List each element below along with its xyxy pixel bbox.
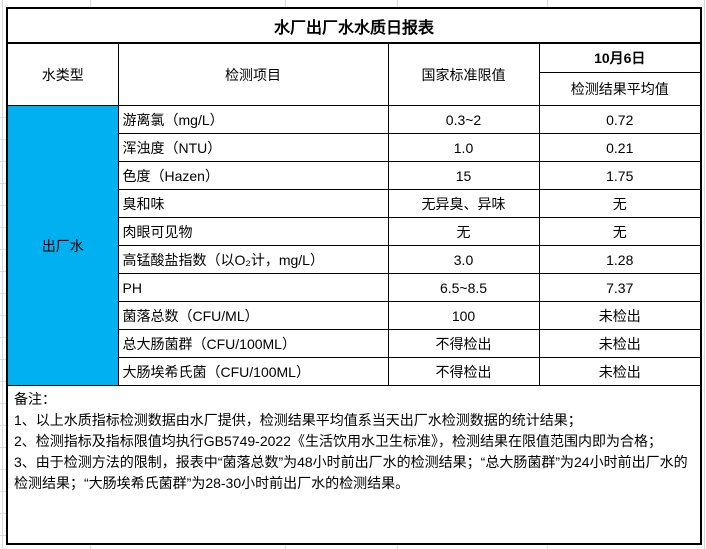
result-cell[interactable]: 7.37	[538, 273, 702, 302]
water-type-cell[interactable]: 出厂水	[6, 105, 119, 386]
limit-cell[interactable]: 3.0	[387, 245, 540, 274]
item-cell[interactable]: 总大肠菌群（CFU/100ML）	[117, 329, 389, 358]
result-cell[interactable]: 0.72	[538, 105, 702, 134]
limit-cell[interactable]: 1.0	[387, 133, 540, 162]
sheet-gridline-tick	[547, 545, 548, 549]
table-row: 菌落总数（CFU/ML） 100 未检出	[7, 301, 702, 330]
sheet-gridline-tick	[285, 0, 286, 7]
limit-cell[interactable]: 0.3~2	[387, 105, 540, 134]
limit-cell[interactable]: 无异臭、异味	[387, 189, 540, 218]
sheet-gridline-tick	[285, 545, 286, 549]
item-cell[interactable]: 游离氯（mg/L）	[117, 105, 389, 134]
limit-cell[interactable]: 不得检出	[387, 329, 540, 358]
result-cell[interactable]: 未检出	[538, 301, 702, 330]
item-cell[interactable]: PH	[117, 273, 389, 302]
header-water-type[interactable]: 水类型	[6, 42, 119, 106]
notes-row: 备注： 1、以上水质指标检测数据由水厂提供，检测结果平均值系当天出厂水检测数据的…	[6, 385, 702, 545]
table-row: 浑浊度（NTU） 1.0 0.21	[7, 133, 702, 162]
limit-cell[interactable]: 15	[387, 161, 540, 190]
note-line: 3、由于检测方法的限制，报表中“菌落总数”为48小时前出厂水的检测结果；“总大肠…	[14, 454, 688, 491]
table-row: 色度（Hazen） 15 1.75	[7, 161, 702, 190]
header-test-item[interactable]: 检测项目	[117, 42, 389, 106]
header-row: 水类型 检测项目 国家标准限值 10月6日	[6, 42, 702, 106]
item-cell[interactable]: 肉眼可见物	[117, 217, 389, 246]
note-line: 2、检测指标及指标限值均执行GB5749-2022《生活饮用水卫生标准》，检测结…	[14, 433, 662, 449]
limit-cell[interactable]: 100	[387, 301, 540, 330]
limit-cell[interactable]: 不得检出	[387, 357, 540, 386]
sheet-gridline-vertical	[704, 0, 705, 549]
sheet-gridline-row-ticks	[0, 96, 6, 545]
result-cell[interactable]: 0.21	[538, 133, 702, 162]
item-cell[interactable]: 色度（Hazen）	[117, 161, 389, 190]
result-cell[interactable]: 1.75	[538, 161, 702, 190]
sheet-gridline-tick	[90, 545, 91, 549]
table-row: 肉眼可见物 无 无	[7, 217, 702, 246]
item-cell[interactable]: 大肠埃希氏菌（CFU/100ML）	[117, 357, 389, 386]
item-cell[interactable]: 高锰酸盐指数（以O₂计，mg/L）	[117, 245, 389, 274]
header-national-limit[interactable]: 国家标准限值	[387, 42, 540, 106]
notes-cell[interactable]: 备注： 1、以上水质指标检测数据由水厂提供，检测结果平均值系当天出厂水检测数据的…	[6, 385, 702, 545]
limit-cell[interactable]: 无	[387, 217, 540, 246]
limit-cell[interactable]: 6.5~8.5	[387, 273, 540, 302]
result-cell[interactable]: 未检出	[538, 329, 702, 358]
report-title[interactable]: 水厂出厂水水质日报表	[6, 7, 702, 44]
title-row: 水厂出厂水水质日报表	[6, 7, 702, 44]
sheet-gridline-tick	[397, 545, 398, 549]
header-date[interactable]: 10月6日	[538, 42, 702, 73]
sheet-gridline-tick	[547, 0, 548, 7]
notes-label: 备注：	[14, 391, 56, 407]
table-row: 臭和味 无异臭、异味 无	[7, 189, 702, 218]
note-line: 1、以上水质指标检测数据由水厂提供，检测结果平均值系当天出厂水检测数据的统计结果…	[14, 412, 582, 428]
item-cell[interactable]: 菌落总数（CFU/ML）	[117, 301, 389, 330]
table-row: 高锰酸盐指数（以O₂计，mg/L） 3.0 1.28	[7, 245, 702, 274]
sheet-gridline-tick	[397, 0, 398, 7]
result-cell[interactable]: 无	[538, 217, 702, 246]
table-row: 大肠埃希氏菌（CFU/100ML） 不得检出 未检出	[7, 357, 702, 386]
item-cell[interactable]: 臭和味	[117, 189, 389, 218]
item-cell[interactable]: 浑浊度（NTU）	[117, 133, 389, 162]
sheet-gridline-tick	[90, 0, 91, 7]
water-quality-report-table: 水厂出厂水水质日报表 水类型 检测项目 国家标准限值 10月6日 检测结果平均值…	[6, 7, 703, 545]
result-cell[interactable]: 未检出	[538, 357, 702, 386]
result-cell[interactable]: 无	[538, 189, 702, 218]
header-result-average[interactable]: 检测结果平均值	[538, 72, 702, 106]
table-row: 出厂水 游离氯（mg/L） 0.3~2 0.72	[6, 105, 702, 386]
result-cell[interactable]: 1.28	[538, 245, 702, 274]
